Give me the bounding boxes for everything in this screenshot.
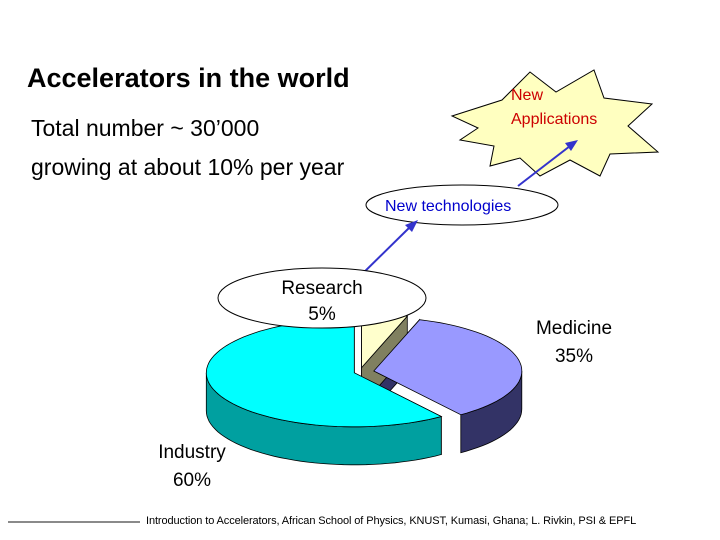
growth-rate-text: growing at about 10% per year bbox=[31, 154, 345, 180]
arrow-head-technologies bbox=[405, 220, 418, 232]
research-value: 5% bbox=[308, 304, 336, 325]
medicine-value: 35% bbox=[555, 346, 593, 367]
research-callout bbox=[217, 267, 427, 329]
footer-rule bbox=[8, 521, 140, 523]
new-applications-starburst bbox=[450, 69, 660, 177]
footer-credit: Introduction to Accelerators, African Sc… bbox=[146, 515, 637, 527]
new-technologies-label: New technologies bbox=[385, 198, 511, 215]
pie bbox=[205, 313, 523, 466]
industry-label: Industry bbox=[158, 442, 226, 463]
pie-slice-industry bbox=[205, 318, 443, 428]
pie-slice-medicine bbox=[373, 319, 523, 416]
industry-value: 60% bbox=[173, 470, 211, 491]
arrow-head-applications bbox=[565, 140, 578, 151]
arrow-technologies-to-applications bbox=[517, 145, 571, 187]
new-applications-label-line2: Applications bbox=[511, 111, 597, 128]
research-label: Research bbox=[281, 278, 362, 299]
new-applications-label-line1: New bbox=[511, 87, 543, 104]
medicine-label: Medicine bbox=[536, 318, 612, 339]
new-technologies-ellipse bbox=[365, 184, 559, 226]
total-number-text: Total number ~ 30’000 bbox=[31, 115, 260, 141]
slide-title: Accelerators in the world bbox=[27, 63, 350, 93]
